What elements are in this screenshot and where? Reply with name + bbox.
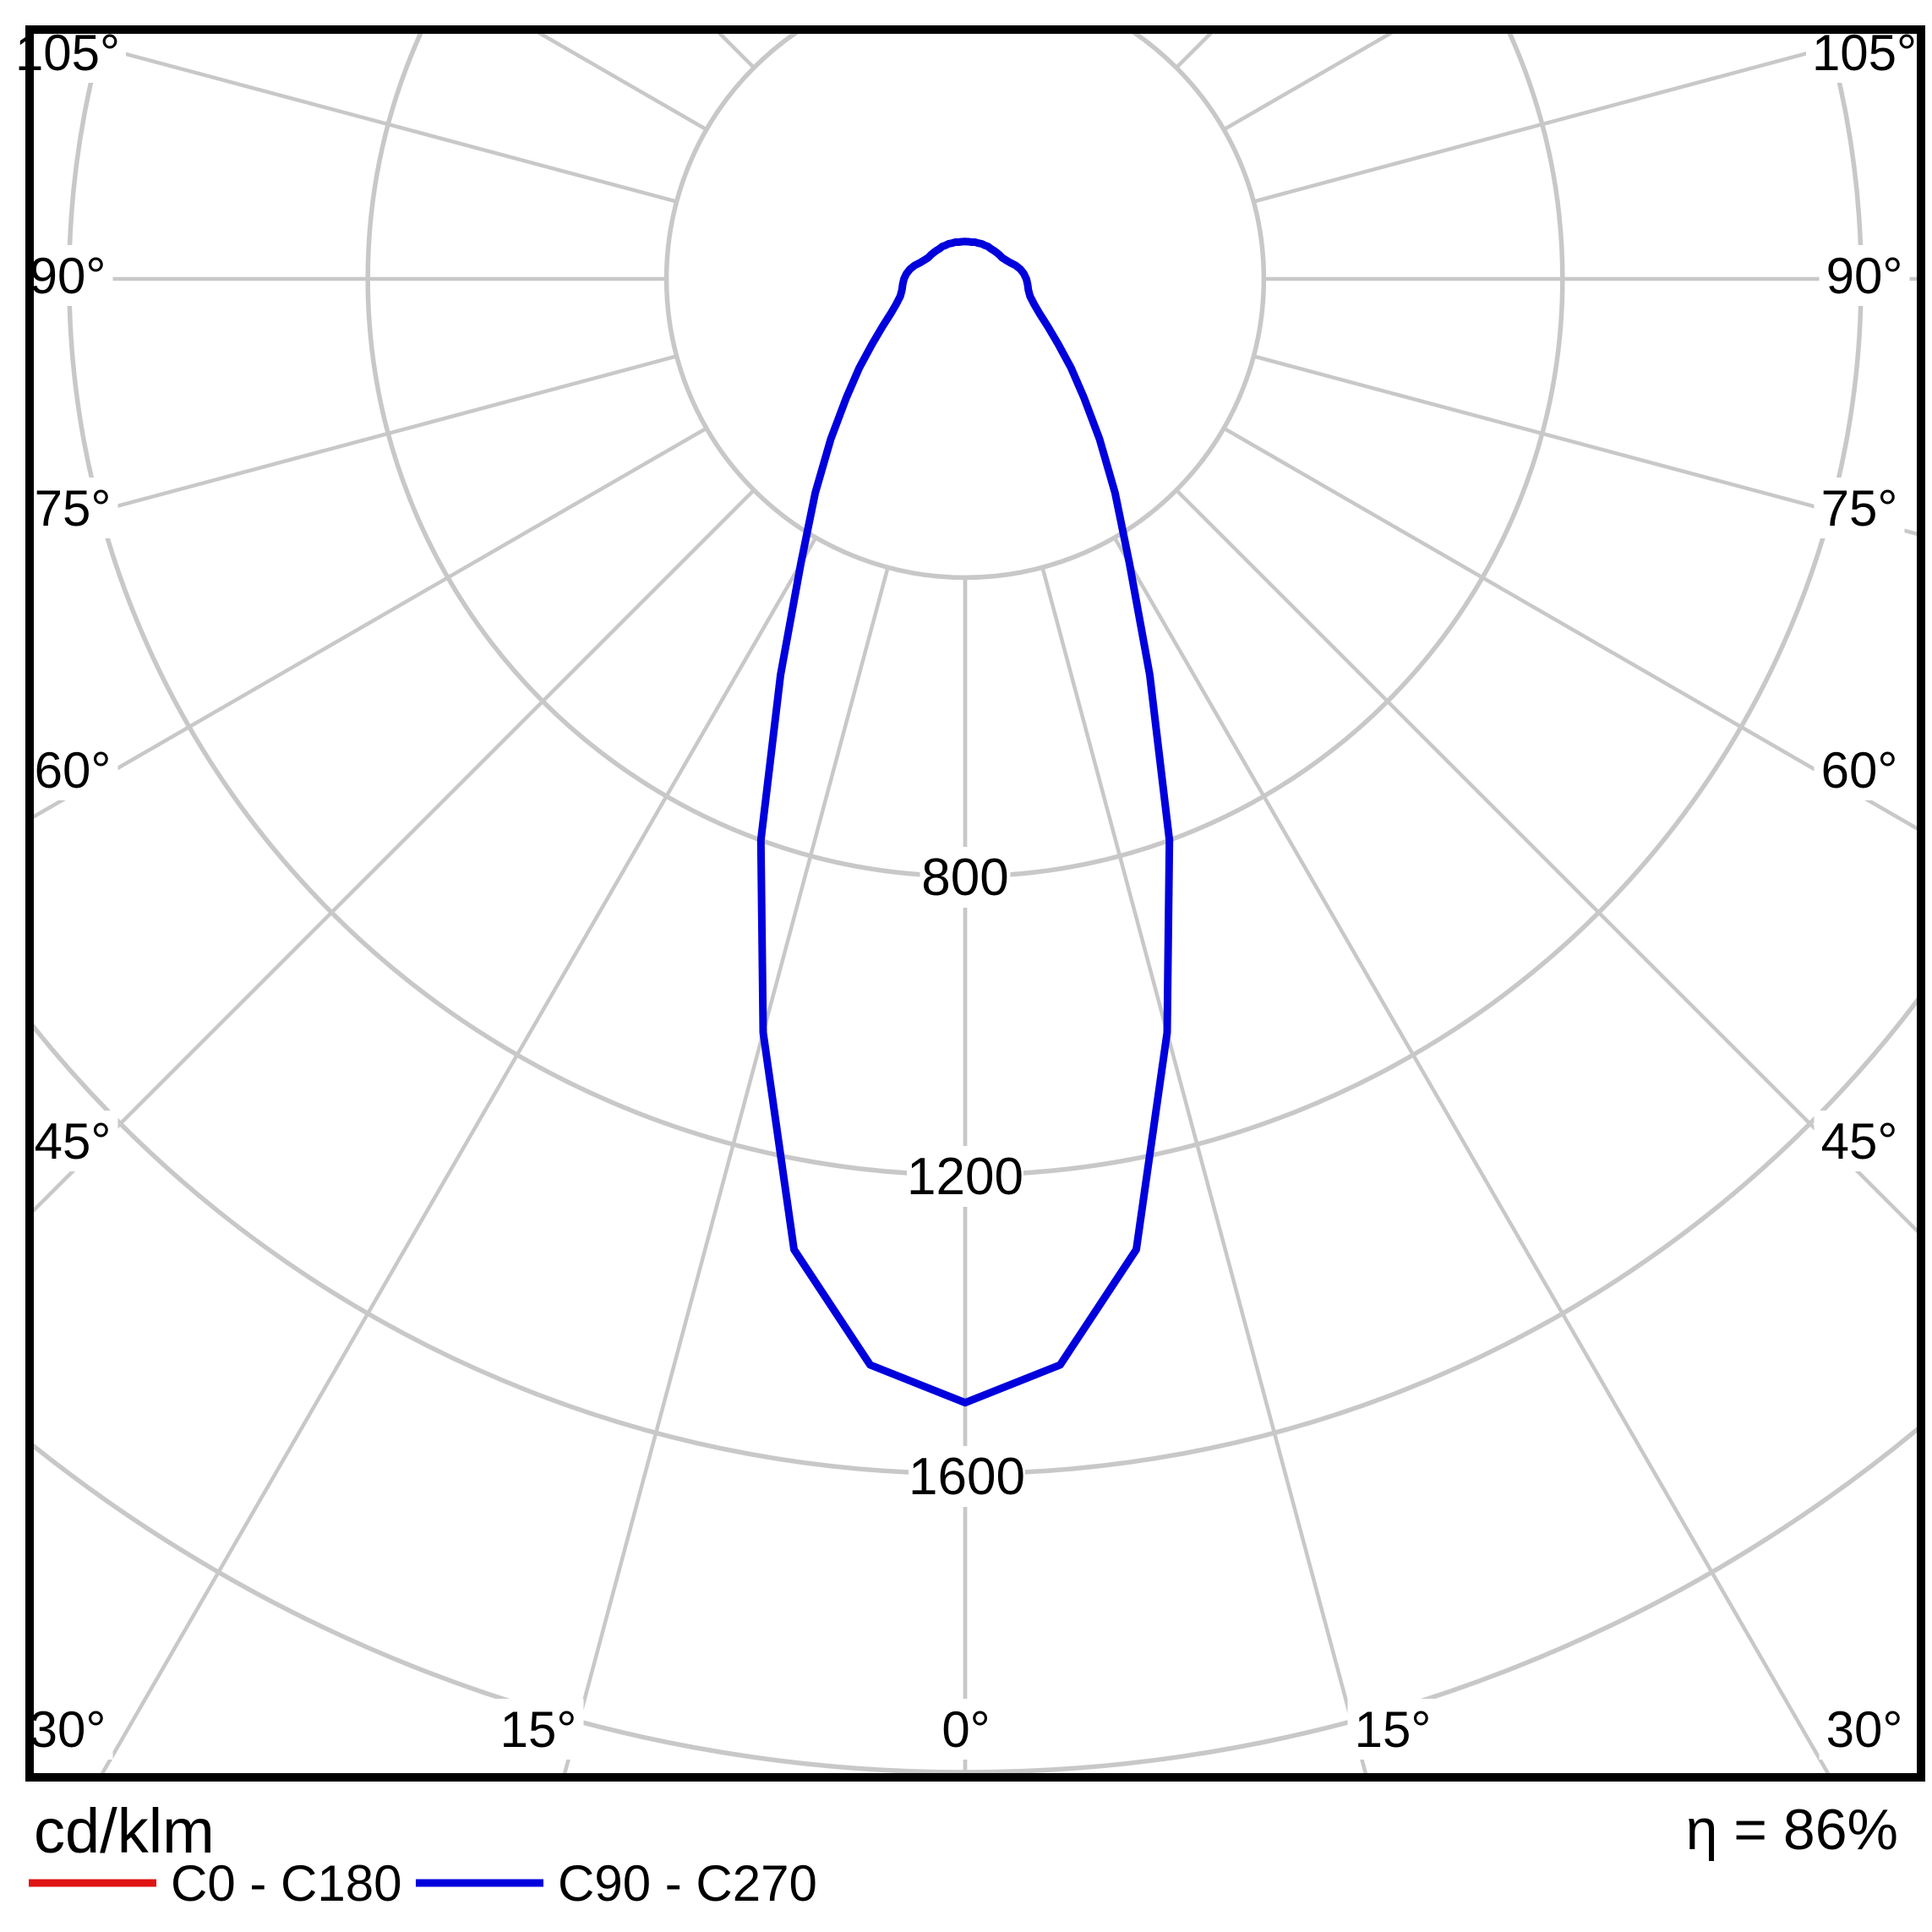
ring-value-label-0: 800 (921, 849, 1008, 907)
angle-label-10-box (22, 1699, 113, 1760)
angle-label-6-box (1819, 245, 1910, 306)
angle-label-1-box (22, 245, 113, 306)
angle-label-8-box (1814, 740, 1905, 800)
angle-label-3: 60° (35, 742, 112, 799)
angle-label-13-box (1347, 1699, 1438, 1760)
angle-label-7-box (1814, 478, 1905, 538)
ring-value-label-2: 1600 (909, 1448, 1025, 1506)
angle-label-9-box (1814, 1111, 1905, 1171)
angle-label-8: 60° (1821, 742, 1898, 799)
angle-label-14-box (1819, 1699, 1910, 1760)
grid-radial-105-left (43, 34, 678, 204)
angle-label-12-box (934, 1699, 998, 1760)
legend-label-c90-c270: C90 - C270 (558, 1855, 817, 1912)
grid-radial-75-left (34, 354, 678, 531)
grid-radial-15-right (1040, 566, 1368, 1773)
grid-labels: 80012001600105°90°75°60°45°105°90°75°60°… (9, 22, 1923, 1760)
angle-label-12: 0° (941, 1701, 990, 1758)
angle-label-2: 75° (35, 480, 112, 537)
grid-radial-30-left (100, 536, 818, 1773)
unit-label: cd/klm (34, 1796, 215, 1866)
grid-radial-75-right (1253, 354, 1917, 537)
grid-radial-45-left (34, 488, 756, 1214)
angle-label-4: 45° (35, 1113, 112, 1170)
grid-radial-60-right (1222, 426, 1917, 831)
ring-value-label-1-box (907, 1146, 1023, 1207)
curve-c90-c270 (756, 237, 1174, 1407)
ring-value-label-2-box (909, 1446, 1025, 1507)
legend-label-c0-c180: C0 - C180 (171, 1855, 401, 1912)
angle-label-2-box (27, 478, 118, 538)
angle-label-10: 30° (30, 1701, 106, 1758)
angle-label-11: 15° (500, 1701, 577, 1758)
grid-radial-60-left (34, 426, 708, 819)
angle-label-1: 90° (30, 248, 106, 304)
efficiency-label: η = 86% (1686, 1798, 1898, 1862)
angle-label-14: 30° (1826, 1701, 1903, 1758)
grid-radial-105-right (1253, 34, 1887, 204)
grid-radial-15-left (562, 566, 890, 1773)
angle-label-5: 105° (1812, 25, 1917, 81)
angle-label-9: 45° (1821, 1113, 1898, 1170)
grid-radial-30-right (1112, 536, 1831, 1773)
angle-label-11-box (493, 1699, 584, 1760)
angle-label-7: 75° (1821, 480, 1898, 537)
angle-label-6: 90° (1826, 248, 1903, 304)
ring-value-label-0-box (920, 847, 1011, 908)
angle-label-13: 15° (1355, 1701, 1432, 1758)
intensity-curves (756, 237, 1174, 1407)
angle-label-3-box (27, 740, 118, 800)
grid-radial-45-right (1175, 488, 1917, 1234)
angle-label-4-box (27, 1111, 118, 1171)
ring-value-label-1: 1200 (907, 1148, 1023, 1206)
plot-frame (25, 25, 1925, 1782)
